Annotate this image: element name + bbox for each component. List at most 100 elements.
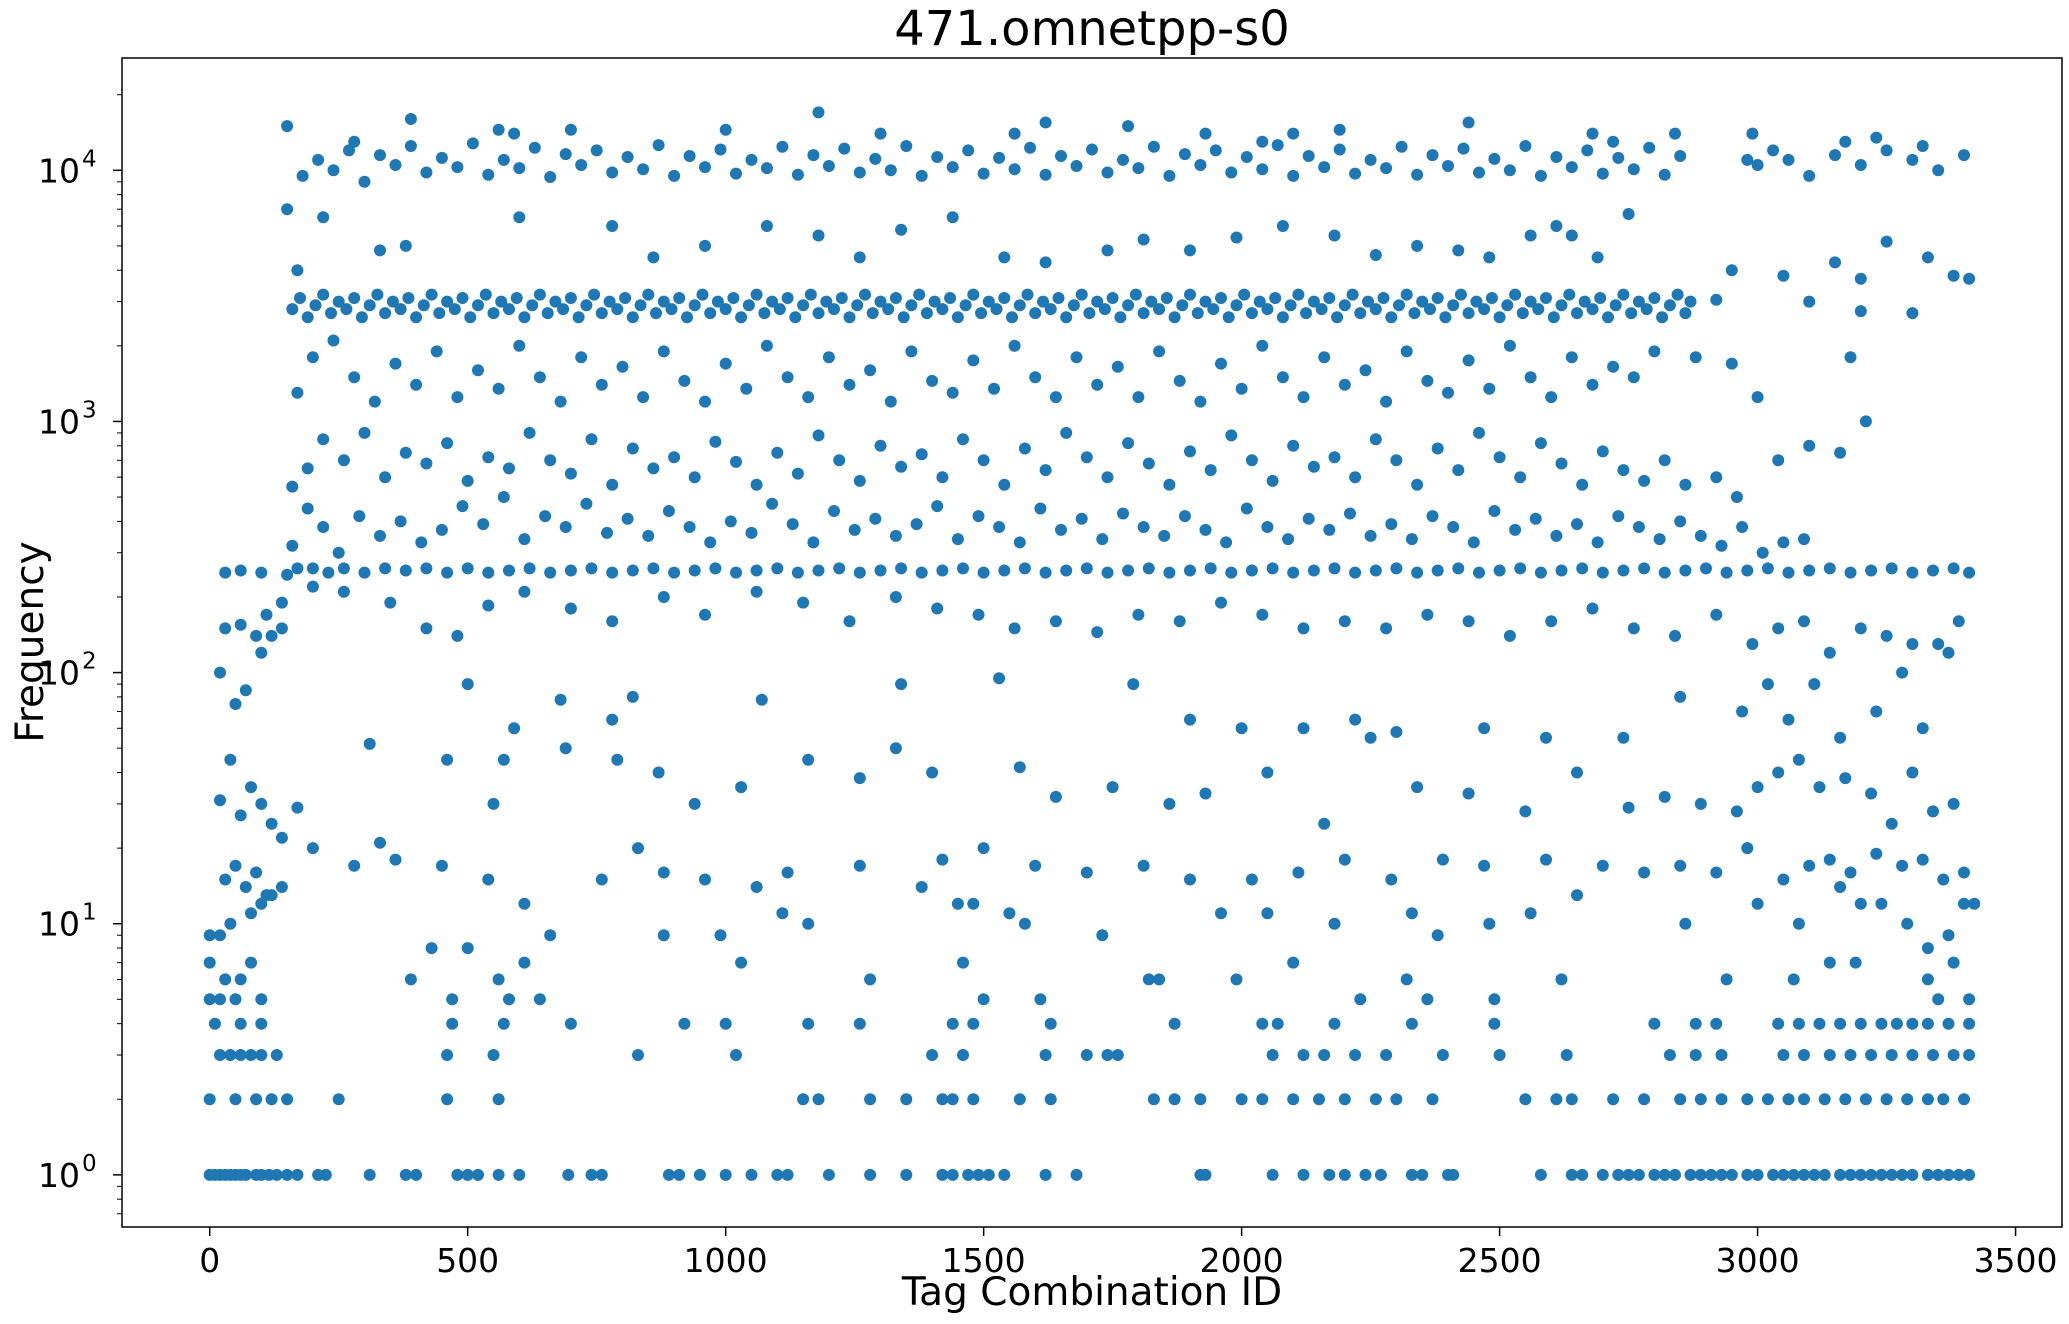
data-point: [554, 693, 567, 706]
data-point: [564, 564, 577, 577]
data-point: [1307, 460, 1320, 473]
data-point: [616, 360, 629, 373]
data-point: [482, 451, 495, 464]
data-point: [951, 533, 964, 546]
data-point: [1870, 131, 1883, 144]
data-point: [219, 973, 232, 986]
data-point: [727, 292, 740, 304]
data-point: [1576, 1168, 1589, 1181]
data-point: [972, 1168, 985, 1181]
data-point: [972, 608, 985, 621]
data-point: [1671, 288, 1684, 301]
data-point: [1942, 1017, 1955, 1030]
data-point: [1694, 1093, 1707, 1106]
data-point: [1287, 439, 1300, 452]
data-point: [389, 853, 402, 866]
data-point: [719, 303, 732, 316]
data-point: [1617, 464, 1630, 477]
data-point: [1844, 351, 1857, 364]
data-point: [384, 596, 397, 609]
data-point: [1297, 622, 1310, 635]
y-tick-exponent: 1: [82, 900, 97, 926]
data-point: [1803, 564, 1816, 577]
data-point: [1844, 566, 1857, 579]
data-point: [1377, 292, 1390, 304]
data-point: [864, 364, 877, 377]
data-point: [1532, 303, 1545, 316]
data-point: [1240, 151, 1253, 163]
data-point: [1761, 1093, 1774, 1106]
data-point: [1442, 386, 1454, 399]
data-point: [1111, 1049, 1124, 1061]
data-point: [1055, 150, 1067, 162]
data-point: [433, 307, 446, 320]
data-point: [812, 564, 825, 577]
data-point: [1854, 1017, 1867, 1030]
data-point: [497, 753, 510, 766]
data-point: [1271, 1017, 1284, 1030]
data-point: [1627, 163, 1640, 176]
data-point: [951, 311, 964, 324]
data-point: [340, 303, 353, 316]
data-point: [1710, 471, 1723, 484]
data-point: [580, 299, 593, 312]
data-point: [265, 1093, 278, 1106]
data-point: [853, 1017, 866, 1030]
data-point: [1349, 713, 1362, 726]
data-point: [1416, 295, 1429, 308]
data-point: [585, 562, 598, 575]
data-point: [503, 564, 515, 577]
data-point: [306, 580, 319, 593]
data-point: [1689, 1017, 1702, 1030]
data-point: [895, 460, 908, 473]
data-point: [1524, 295, 1537, 308]
data-point: [1225, 429, 1238, 442]
data-point: [1674, 150, 1687, 162]
data-point: [260, 608, 273, 621]
data-point: [1431, 929, 1444, 942]
data-point: [544, 454, 557, 467]
data-point: [755, 693, 768, 706]
data-point: [1640, 303, 1653, 316]
data-point: [1767, 1168, 1780, 1181]
data-point: [1823, 853, 1836, 866]
data-point: [1354, 307, 1367, 320]
data-point: [1442, 160, 1454, 172]
data-point: [1503, 339, 1516, 352]
data-point: [296, 169, 309, 182]
data-point: [1117, 507, 1129, 520]
data-point: [1039, 116, 1052, 129]
data-point: [291, 562, 304, 575]
data-point: [265, 629, 278, 642]
data-point: [1039, 168, 1052, 181]
data-point: [647, 251, 660, 264]
data-point: [1411, 239, 1424, 252]
data-point: [812, 307, 825, 320]
data-point: [1245, 454, 1258, 467]
data-point: [1818, 1093, 1831, 1106]
data-point: [882, 303, 895, 316]
data-point: [260, 889, 273, 902]
data-point: [564, 467, 577, 480]
data-point: [399, 564, 412, 577]
data-point: [915, 169, 928, 182]
data-point: [1823, 562, 1836, 575]
data-point: [1803, 439, 1816, 452]
data-point: [1493, 564, 1506, 577]
data-point: [1473, 426, 1485, 439]
data-point: [936, 1168, 949, 1181]
y-tick-exponent: 4: [82, 146, 97, 172]
data-point: [1328, 917, 1341, 930]
data-point: [1395, 140, 1408, 153]
data-point: [1607, 1093, 1620, 1106]
data-point: [998, 478, 1011, 491]
data-point: [1777, 269, 1790, 282]
data-point: [1602, 311, 1614, 324]
data-point: [1483, 382, 1496, 395]
data-point: [1408, 307, 1421, 320]
data-point: [1390, 562, 1403, 575]
data-point: [1777, 1168, 1790, 1181]
data-point: [585, 1168, 598, 1181]
data-point: [588, 288, 601, 301]
data-point: [559, 742, 572, 755]
